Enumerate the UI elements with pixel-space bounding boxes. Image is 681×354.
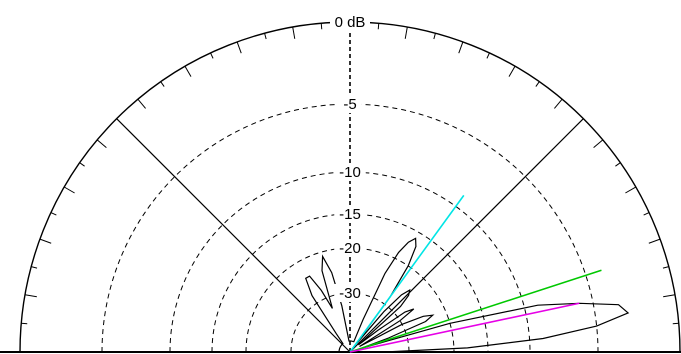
ring-label-0: 0 dB: [335, 14, 366, 31]
ring-label-bg: [334, 239, 366, 257]
ring-label-5: -30: [339, 285, 361, 302]
tick: [535, 81, 540, 87]
tick: [63, 186, 75, 194]
tick: [508, 65, 516, 77]
tick: [210, 52, 214, 59]
tick: [96, 139, 107, 148]
ring-label-bg: [338, 95, 362, 113]
tick: [648, 238, 661, 244]
tick: [24, 294, 37, 298]
tick: [50, 212, 57, 216]
marker-line-2: [349, 302, 580, 353]
ring-label-1: -5: [343, 96, 356, 113]
ring-label-bg: [330, 13, 370, 31]
tick: [264, 33, 267, 40]
ring-label-2: -10: [339, 164, 361, 181]
tick: [236, 41, 242, 54]
tick: [615, 162, 621, 167]
tick: [137, 98, 146, 109]
ring-labels: 0 dB -5 -10 -15 -20 -30: [330, 13, 370, 302]
tick: [79, 162, 85, 167]
grid-spokes: [116, 22, 584, 353]
tick: [320, 23, 323, 30]
marker-line-1: [349, 269, 602, 353]
tick: [377, 23, 380, 30]
ring-label-3: -15: [339, 206, 361, 223]
marker-line-0: [349, 194, 465, 353]
ring-label-bg: [334, 284, 366, 302]
tick: [554, 98, 563, 109]
tick: [21, 322, 28, 325]
tick: [39, 238, 52, 244]
tick: [292, 26, 296, 39]
tick: [184, 65, 192, 77]
tick: [663, 294, 676, 298]
tick: [662, 266, 669, 269]
spoke-0: [116, 118, 351, 353]
ring-label-4: -20: [339, 240, 361, 257]
tick: [31, 266, 38, 269]
tick: [672, 322, 679, 325]
outer-ticks: [21, 23, 679, 325]
tick: [160, 81, 165, 87]
ring-label-bg: [334, 163, 366, 181]
spoke-2: [349, 118, 584, 353]
tick: [643, 212, 650, 216]
marker-lines: [349, 194, 602, 353]
tick: [404, 26, 408, 39]
tick: [625, 186, 637, 194]
tick: [486, 52, 490, 59]
tick: [433, 33, 436, 40]
ring-label-bg: [334, 205, 366, 223]
tick: [593, 139, 604, 148]
tick: [458, 41, 464, 54]
